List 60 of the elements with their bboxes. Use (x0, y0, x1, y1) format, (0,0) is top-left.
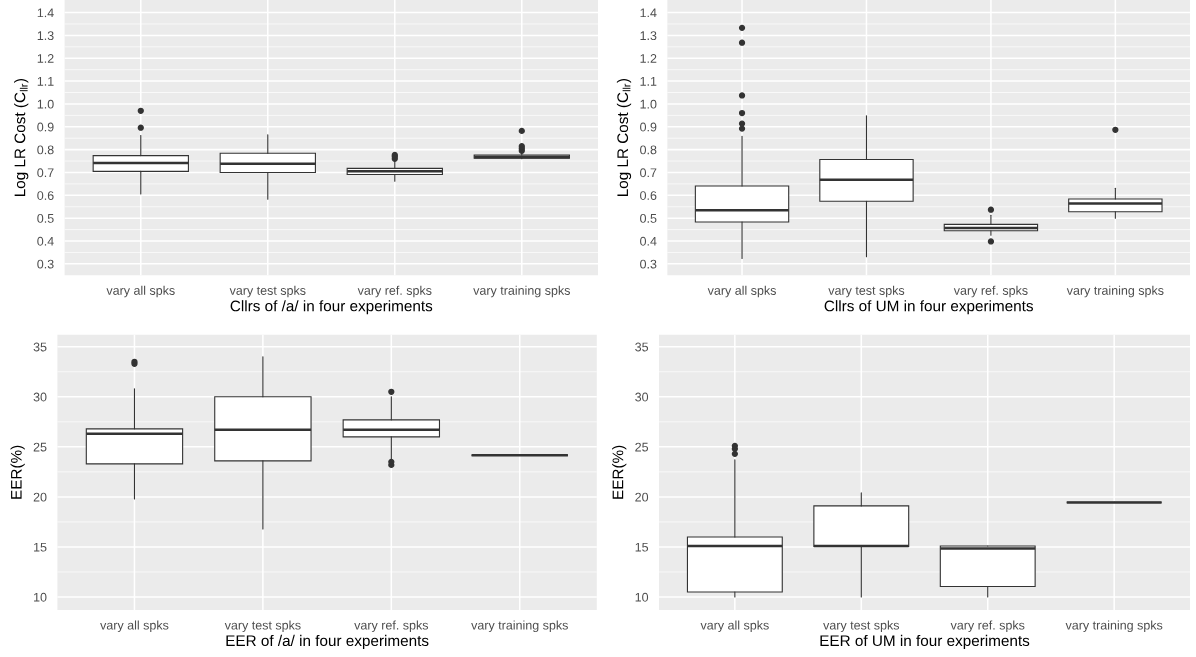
x-tick-label: vary training spks (473, 285, 570, 298)
y-tick-label: 10 (635, 592, 649, 602)
y-tick-label: 0.3 (37, 259, 54, 269)
x-tick-label: vary training spks (1066, 285, 1164, 298)
y-tick-label: 35 (635, 342, 649, 352)
x-tick-label: vary all spks (100, 620, 169, 633)
x-tick-label: vary test spks (823, 620, 900, 633)
x-tick-label: vary training spks (1065, 620, 1163, 633)
x-tick-label: vary all spks (700, 620, 769, 633)
y-tick-label: 15 (34, 542, 47, 552)
x-axis-title: EER of UM in four experiments (820, 634, 1030, 650)
y-tick-label: 1.2 (37, 54, 54, 63)
x-axis-title: Cllrs of UM in four experiments (824, 300, 1033, 315)
y-tick-label: 1.3 (640, 31, 657, 41)
y-tick-label: 0.7 (37, 168, 54, 178)
y-tick-label: 30 (635, 392, 649, 402)
y-tick-label: 25 (635, 442, 649, 452)
y-axis-title: Log LR Cost (C$_{llr}$) (616, 79, 632, 197)
y-tick-label: 0.4 (640, 236, 657, 246)
y-tick-label: 15 (635, 542, 649, 552)
y-axis-title: EER(%) (612, 445, 627, 499)
x-tick-label: vary ref. spks (357, 285, 432, 298)
x-tick-label: vary ref. spks (950, 620, 1025, 633)
y-tick-label: 25 (33, 442, 47, 452)
x-tick-label: vary ref. spks (953, 285, 1028, 298)
y-tick-label: 30 (33, 392, 47, 402)
x-tick-label: vary test spks (828, 285, 905, 298)
y-tick-label: 0.8 (640, 145, 657, 155)
y-tick-label: 1.0 (37, 99, 54, 109)
x-tick-label: vary test spks (224, 620, 301, 633)
y-axis-title: EER(%) (10, 445, 25, 499)
y-tick-label: 1.3 (37, 31, 54, 41)
y-tick-label: 0.8 (37, 145, 54, 155)
y-tick-label: 1.2 (640, 54, 657, 63)
x-axis-title: Cllrs of /a/ in four experiments (230, 300, 433, 315)
y-tick-label: 0.7 (640, 168, 657, 178)
y-tick-label: 1.4 (37, 8, 54, 18)
y-tick-label: 1.1 (37, 77, 54, 86)
y-axis-title: Log LR Cost (C$_{llr}$) (14, 79, 29, 197)
y-tick-label: 0.6 (640, 191, 657, 200)
y-tick-label: 0.5 (640, 213, 657, 223)
y-tick-label: 10 (34, 592, 47, 602)
y-tick-label: 20 (635, 492, 649, 502)
y-tick-label: 0.9 (640, 122, 657, 132)
y-tick-label: 20 (33, 492, 47, 502)
y-tick-label: 1.0 (640, 99, 657, 109)
x-tick-label: vary test spks (229, 285, 306, 298)
y-tick-label: 1.4 (640, 8, 657, 18)
y-tick-label: 35 (33, 342, 47, 352)
y-tick-label: 1.1 (640, 77, 657, 86)
x-tick-label: vary ref. spks (354, 620, 429, 633)
x-tick-label: vary all spks (707, 285, 776, 298)
y-tick-label: 0.5 (37, 213, 54, 223)
x-tick-label: vary all spks (106, 285, 175, 298)
y-tick-label: 0.6 (37, 191, 54, 200)
x-axis-title: EER of /a/ in four experiments (226, 634, 429, 650)
y-tick-label: 0.3 (640, 259, 657, 269)
y-tick-label: 0.9 (37, 122, 54, 132)
y-tick-label: 0.4 (37, 236, 54, 246)
x-tick-label: vary training spks (471, 620, 568, 633)
